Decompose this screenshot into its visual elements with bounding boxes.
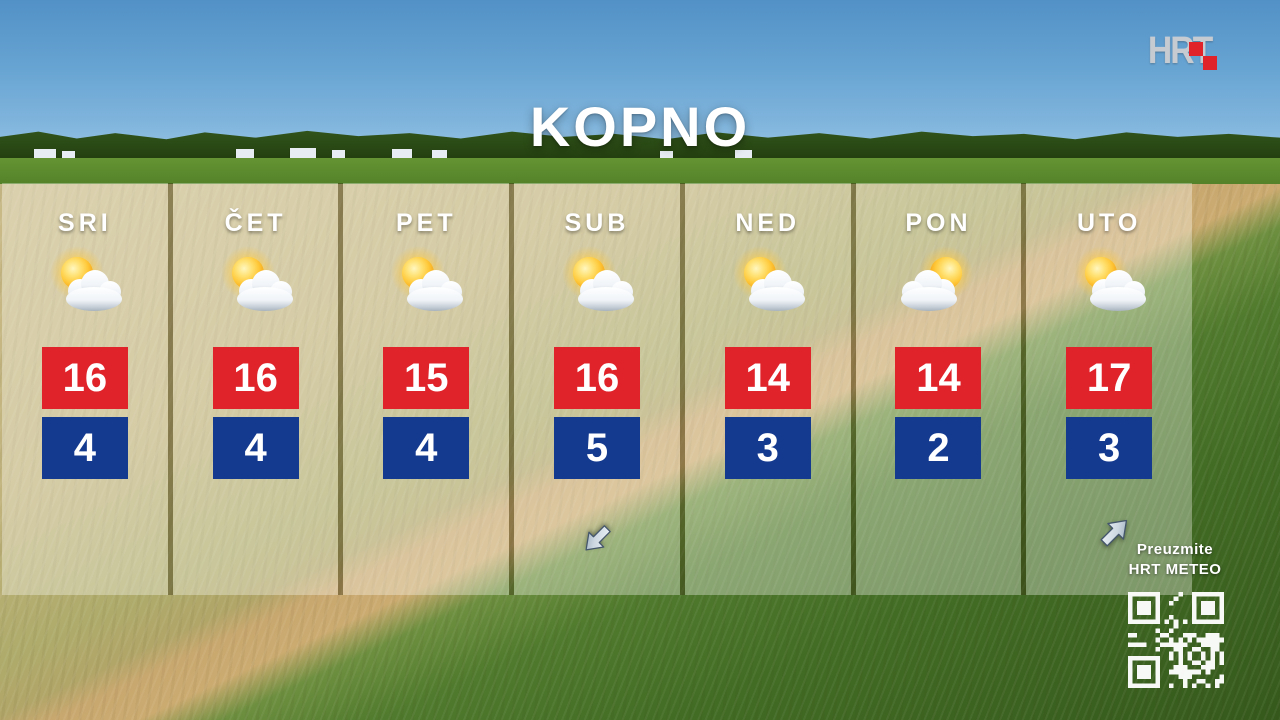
high-temp-badge: 15 xyxy=(383,347,470,409)
high-temp-badge: 16 xyxy=(554,347,641,409)
high-temp-value: 17 xyxy=(1086,355,1132,400)
horizon-building xyxy=(432,150,447,158)
page-title: KOPNO xyxy=(529,95,751,158)
low-temp-value: 3 xyxy=(756,425,779,470)
day-column: UTO 17 3 xyxy=(1026,183,1193,595)
horizon-building xyxy=(62,151,75,158)
horizon-buildings xyxy=(0,142,1280,160)
horizon-building xyxy=(236,149,254,158)
forecast-panel: SRI 16 4 ČET 16 4 xyxy=(2,183,1193,595)
horizon-building xyxy=(735,150,752,158)
low-temp-value: 2 xyxy=(927,425,950,470)
high-temp-value: 14 xyxy=(745,355,790,400)
grass-band xyxy=(0,158,1280,188)
hrt-logo-red-square xyxy=(1189,42,1203,56)
high-temp-badge: 16 xyxy=(212,347,299,409)
low-temp-badge: 5 xyxy=(554,417,641,479)
promo-line2: HRT METEO xyxy=(1128,561,1222,578)
column-divider xyxy=(1021,183,1027,595)
day-column: PON 14 2 xyxy=(855,183,1022,595)
app-promo-text: Preuzmite HRT METEO xyxy=(1123,540,1227,580)
day-column: SRI 16 4 xyxy=(2,183,168,595)
high-temp-value: 14 xyxy=(916,355,961,400)
high-temp-value: 16 xyxy=(233,355,278,400)
column-divider xyxy=(850,183,856,595)
low-temp-badge: 4 xyxy=(212,417,299,479)
low-temp-badge: 2 xyxy=(895,417,982,479)
high-temp-value: 16 xyxy=(62,355,108,400)
day-column: SUB 16 5 xyxy=(514,183,680,595)
low-temp-value: 5 xyxy=(585,425,609,470)
promo-line1: Preuzmite xyxy=(1136,541,1214,558)
column-divider xyxy=(338,183,344,595)
horizon-building xyxy=(332,150,345,158)
partly-cloudy-icon xyxy=(716,243,820,319)
qr-code xyxy=(1128,592,1224,688)
low-temp-value: 3 xyxy=(1098,425,1121,470)
day-column: ČET 16 4 xyxy=(172,183,339,595)
low-temp-badge: 3 xyxy=(1066,417,1153,479)
high-temp-badge: 16 xyxy=(41,347,128,409)
column-divider xyxy=(167,183,173,595)
day-label: PET xyxy=(395,209,457,237)
day-label: PON xyxy=(905,209,972,237)
partly-cloudy-icon xyxy=(204,243,308,319)
column-divider xyxy=(509,183,515,595)
day-label: UTO xyxy=(1077,209,1142,237)
high-temp-badge: 14 xyxy=(724,347,811,409)
day-label: ČET xyxy=(224,209,287,237)
high-temp-badge: 17 xyxy=(1066,347,1153,409)
low-temp-value: 4 xyxy=(415,425,438,470)
horizon-building xyxy=(392,149,412,158)
day-label: SRI xyxy=(58,209,112,237)
wind-direction-arrow-icon xyxy=(577,519,617,559)
partly-cloudy-icon xyxy=(374,243,478,319)
day-column: PET 15 4 xyxy=(343,183,510,595)
high-temp-value: 15 xyxy=(404,355,449,400)
partly-cloudy-icon xyxy=(33,243,137,319)
low-temp-badge: 3 xyxy=(724,417,811,479)
low-temp-value: 4 xyxy=(244,425,267,470)
low-temp-badge: 4 xyxy=(41,417,128,479)
hrt-logo: HRT xyxy=(1148,30,1232,78)
partly-cloudy-icon xyxy=(1057,243,1161,319)
low-temp-badge: 4 xyxy=(383,417,470,479)
low-temp-value: 4 xyxy=(73,425,96,470)
horizon-building xyxy=(660,151,673,158)
hrt-logo-red-square xyxy=(1203,56,1217,70)
day-column: NED 14 3 xyxy=(684,183,851,595)
horizon-building xyxy=(290,148,316,158)
high-temp-badge: 14 xyxy=(895,347,982,409)
column-divider xyxy=(679,183,685,595)
day-label: SUB xyxy=(564,209,630,237)
partly-cloudy-icon xyxy=(886,243,990,319)
high-temp-value: 16 xyxy=(574,355,620,400)
day-label: NED xyxy=(735,209,801,237)
horizon-building xyxy=(34,149,56,158)
partly-cloudy-icon xyxy=(545,243,649,319)
